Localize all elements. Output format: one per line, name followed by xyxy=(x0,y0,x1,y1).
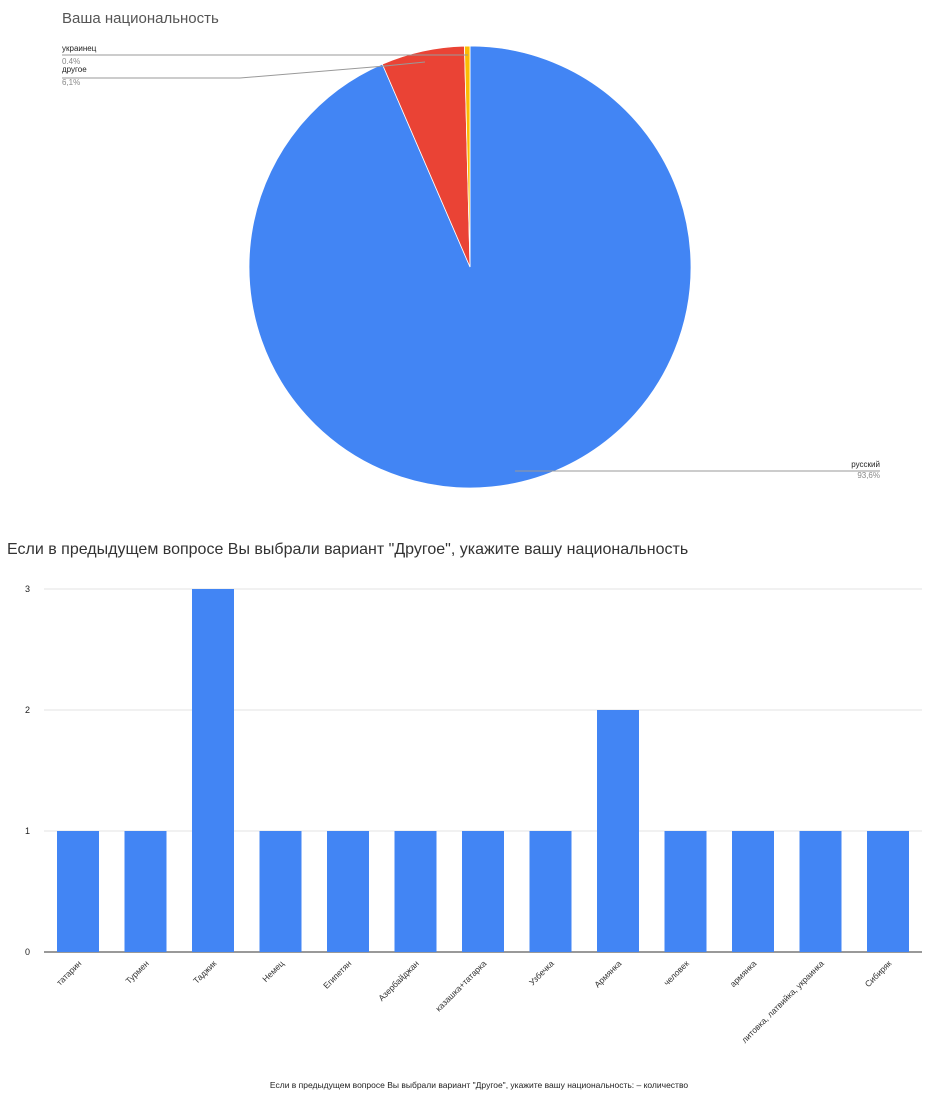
pie-label-name: украинец xyxy=(62,44,97,53)
pie-label-1: русский 93,6% xyxy=(515,460,880,480)
leader-line xyxy=(62,61,426,79)
bar-6 xyxy=(394,831,437,952)
bar-5 xyxy=(327,831,369,952)
bar-4 xyxy=(259,831,302,952)
pie-chart: русский 93,6% другое 6,1% украинец 0.4% xyxy=(62,44,880,489)
bar-1 xyxy=(57,831,99,952)
bar-13 xyxy=(867,831,909,952)
bar-10 xyxy=(664,831,707,952)
pie-slice-3 xyxy=(464,45,471,268)
x-tick-label: Турмен xyxy=(123,958,151,986)
x-tick-label: Армянка xyxy=(592,958,623,989)
bar-chart-title: Если в предыдущем вопросе Вы выбрали вар… xyxy=(7,541,689,558)
pie-label-name: русский xyxy=(851,460,880,469)
pie-label-3: украинец 0.4% xyxy=(62,44,468,66)
x-tick-label: Таджик xyxy=(191,958,219,986)
x-tick-label: Сибиряк xyxy=(863,958,894,989)
bar-12 xyxy=(799,831,842,952)
bar-11 xyxy=(732,831,774,952)
y-tick-label: 1 xyxy=(25,826,30,836)
x-tick-label: Азербайджан xyxy=(376,958,421,1003)
bar-7 xyxy=(462,831,504,952)
x-axis-title: Если в предыдущем вопросе Вы выбрали вар… xyxy=(270,1080,688,1090)
x-tick-label: Узбечка xyxy=(527,958,556,987)
x-tick-label: татарин xyxy=(54,958,83,987)
y-tick-label: 2 xyxy=(25,705,30,715)
pie-label-name: другое xyxy=(62,65,87,74)
pie-label-percent: 0.4% xyxy=(62,57,80,66)
y-tick-label: 0 xyxy=(25,947,30,957)
pie-label-percent: 6,1% xyxy=(62,78,80,87)
bar-2 xyxy=(124,831,167,952)
x-tick-label: человек xyxy=(662,958,692,988)
x-tick-label: казашка+татарка xyxy=(433,958,488,1013)
bar-3 xyxy=(192,589,234,952)
pie-label-2: другое 6,1% xyxy=(62,61,426,87)
y-tick-label: 3 xyxy=(25,584,30,594)
pie-chart-title: Ваша национальность xyxy=(62,10,219,27)
pie-label-percent: 93,6% xyxy=(857,471,880,480)
bar-chart: 0 1 2 3 татарин Турмен Таджик Немец Египетян Азер… xyxy=(25,584,922,1090)
x-tick-label: армянка xyxy=(728,958,759,989)
x-tick-label: Египетян xyxy=(321,958,354,991)
bar-9 xyxy=(597,710,639,952)
x-tick-label: Немец xyxy=(260,958,286,984)
bar-8 xyxy=(529,831,572,952)
